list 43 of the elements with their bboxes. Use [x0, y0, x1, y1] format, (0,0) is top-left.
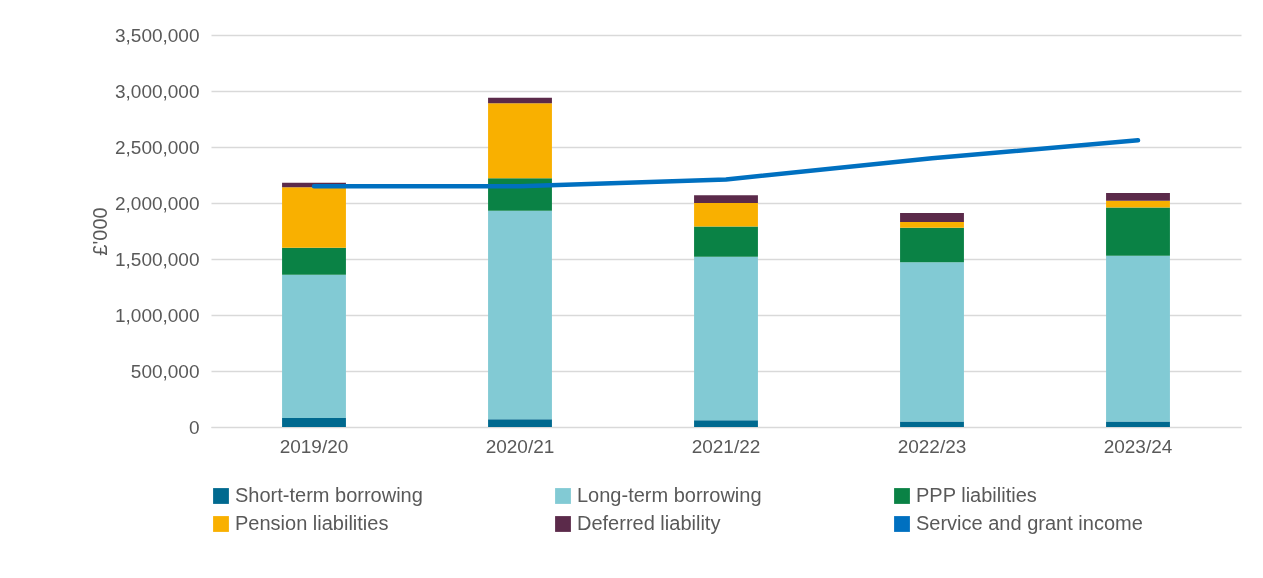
x-tick-label: 2020/21 [485, 435, 555, 457]
bar [1106, 255, 1170, 422]
bar [1106, 421, 1170, 427]
legend-label: Deferred liability [577, 512, 721, 534]
bar [694, 256, 758, 421]
bar [1106, 192, 1170, 201]
bar [488, 419, 552, 427]
legend-label: PPP liabilities [916, 484, 1037, 506]
bar [900, 262, 964, 422]
y-tick-label: 2,500,000 [114, 136, 200, 158]
legend-label: Long-term borrowing [577, 484, 762, 506]
line-series [311, 138, 1141, 189]
y-axis-title: £'000 [88, 207, 111, 256]
bar [282, 187, 346, 248]
bar [900, 227, 964, 263]
bar [282, 247, 346, 275]
y-tick-label: 1,500,000 [114, 248, 200, 270]
x-tick-label: 2022/23 [897, 435, 967, 457]
y-tick-label: 3,500,000 [114, 24, 200, 46]
bar [488, 103, 552, 179]
y-tick-label: 500,000 [130, 360, 200, 382]
y-tick-label: 3,000,000 [114, 80, 200, 102]
x-tick-label: 2021/22 [691, 435, 761, 457]
legend-label: Pension liabilities [235, 512, 389, 534]
bar [900, 222, 964, 228]
bar [694, 420, 758, 427]
bar [1106, 207, 1170, 256]
bar [694, 226, 758, 257]
bar [488, 210, 552, 420]
y-tick-label: 0 [188, 416, 200, 438]
legend-label: Service and grant income [916, 512, 1143, 534]
bar [694, 195, 758, 203]
bar [282, 418, 346, 427]
x-tick-label: 2023/24 [1103, 435, 1173, 457]
legend-label: Short-term borrowing [235, 484, 423, 506]
bar [900, 421, 964, 427]
x-tick-label: 2019/20 [279, 435, 349, 457]
bar [282, 274, 346, 419]
y-tick-label: 1,000,000 [114, 304, 200, 326]
bar [694, 203, 758, 227]
bar [1106, 200, 1170, 208]
bar [900, 213, 964, 223]
y-tick-label: 2,000,000 [114, 192, 200, 214]
